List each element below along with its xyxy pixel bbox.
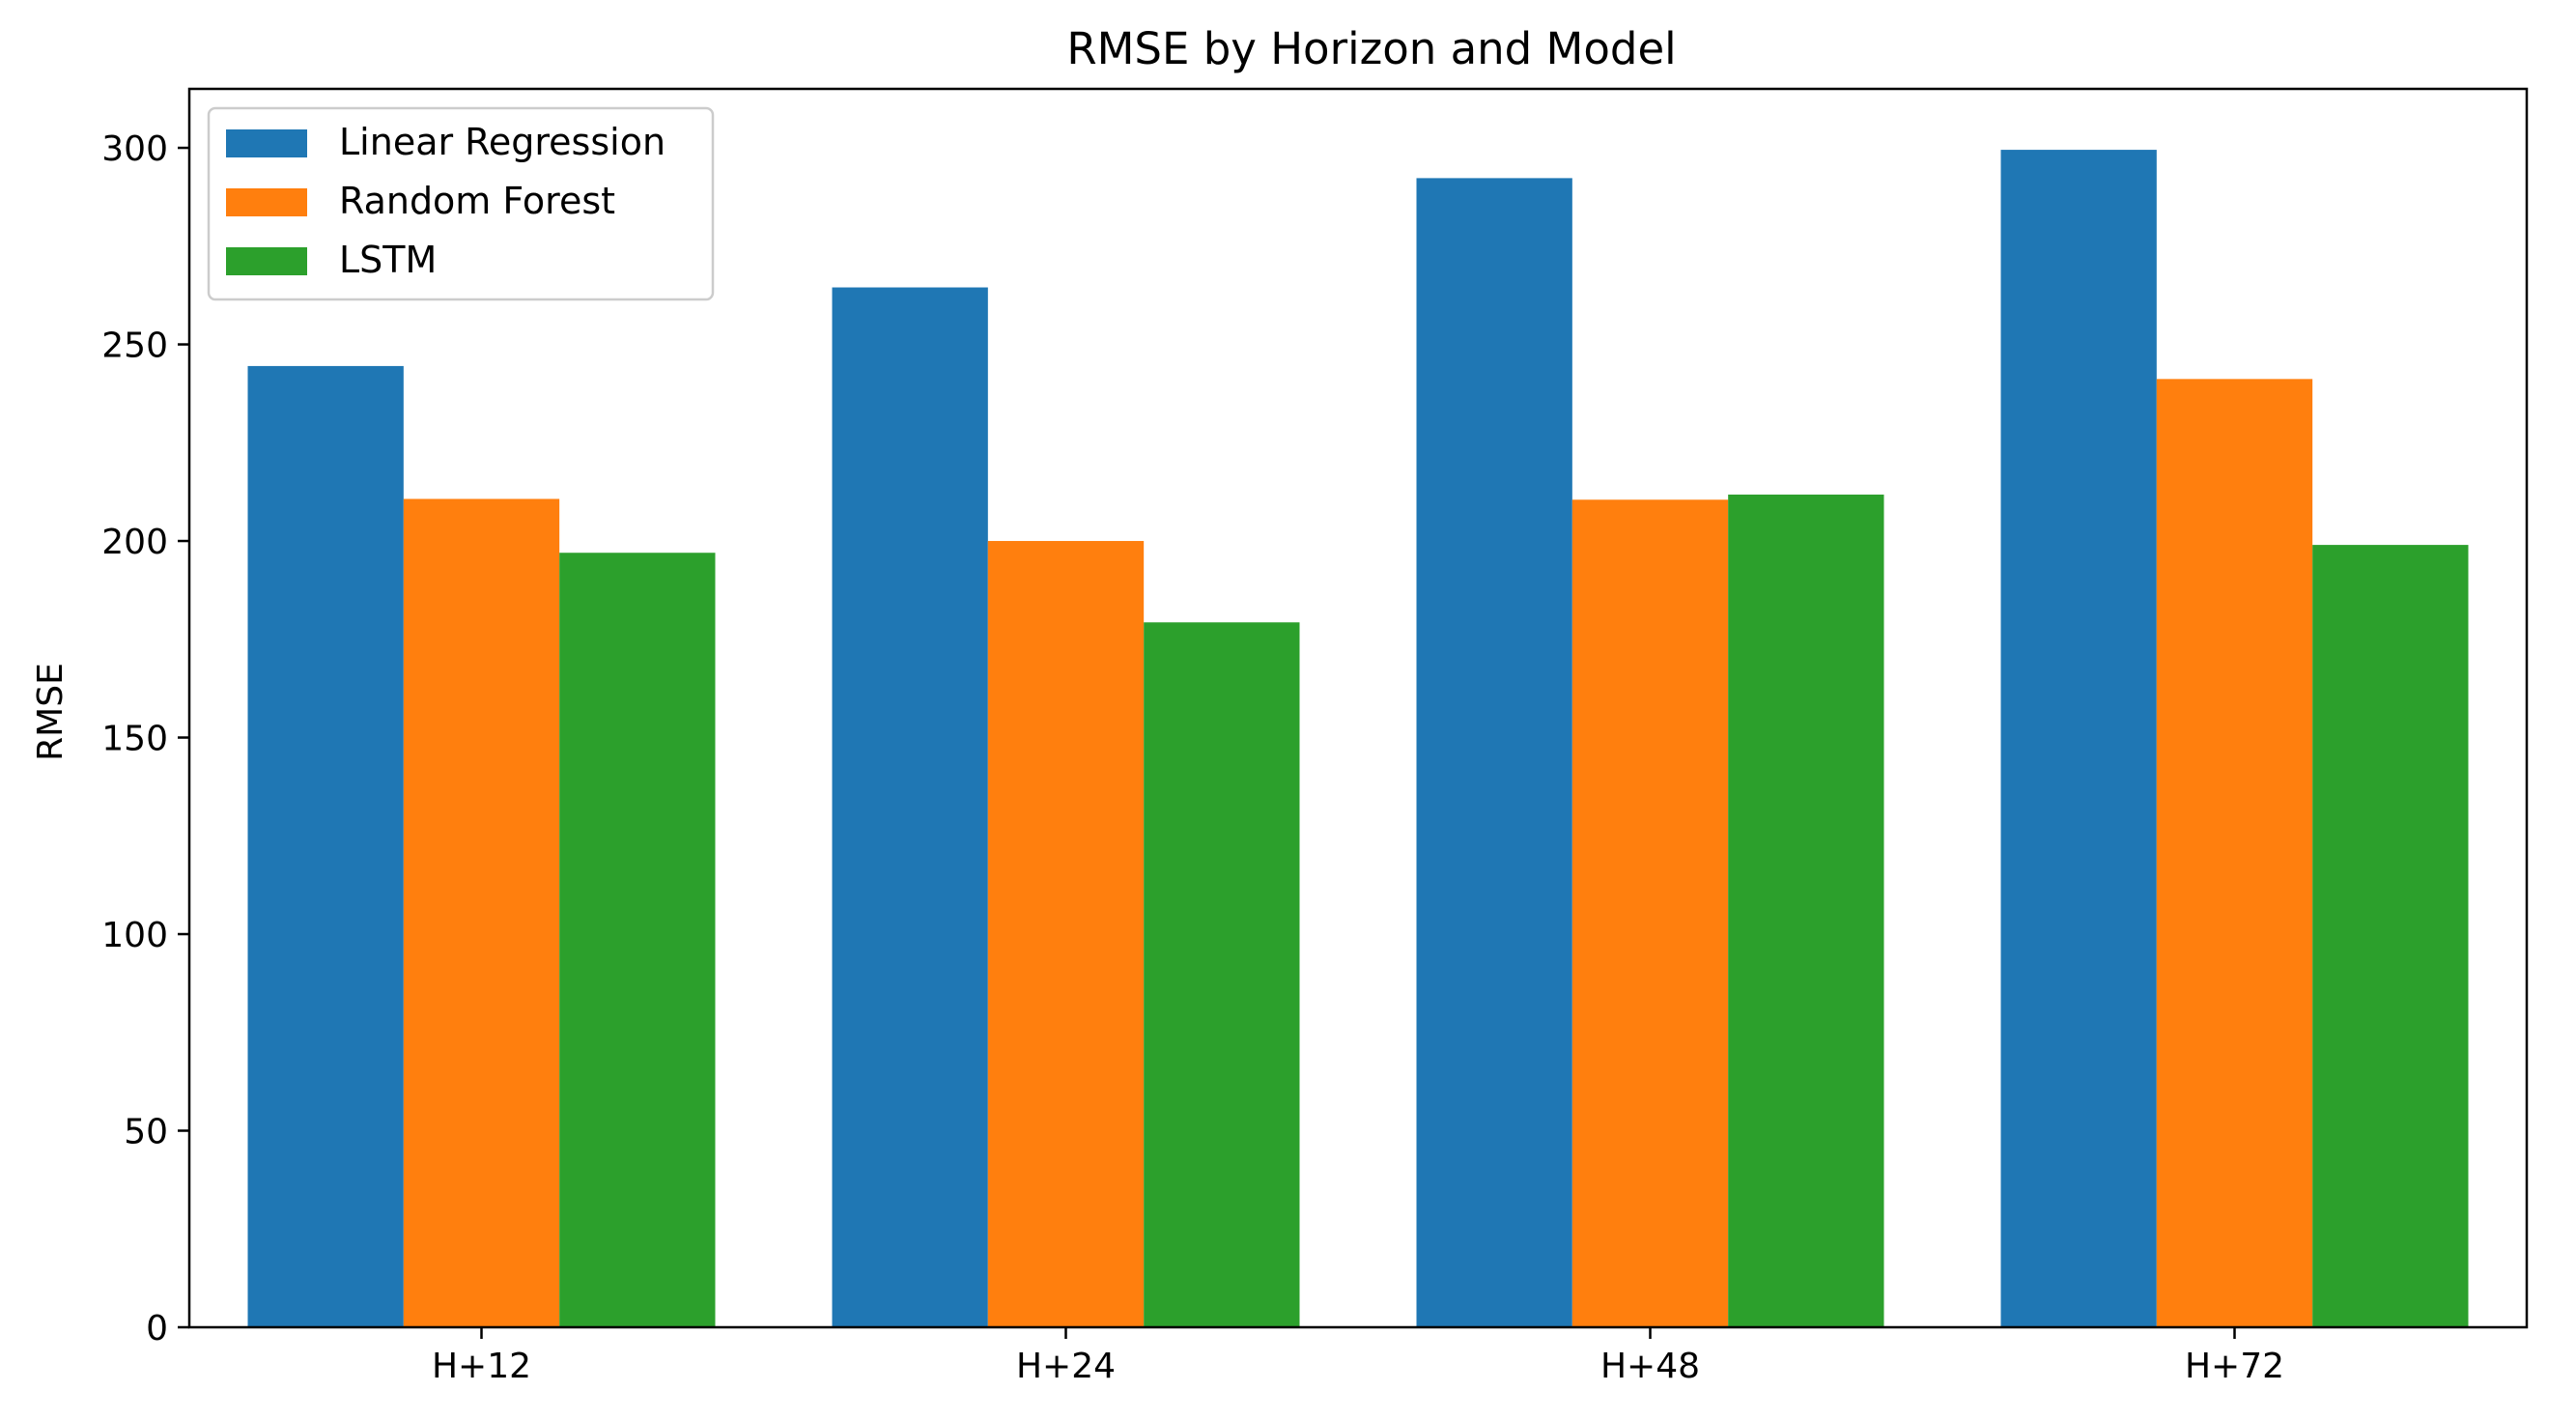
bar-series-2-category-1 <box>403 498 560 1327</box>
legend-swatch <box>226 247 307 275</box>
legend: Linear Regression Random Forest LSTM <box>207 106 715 301</box>
legend-label: LSTM <box>339 239 437 281</box>
legend-swatch <box>226 129 307 157</box>
y-tick-label: 0 <box>146 1309 168 1349</box>
bars-layer <box>247 150 2469 1328</box>
x-axis: H+12 H+24 H+48 H+72 <box>432 1327 2284 1386</box>
bar-series-1-category-2 <box>832 287 988 1327</box>
legend-label: Random Forest <box>339 180 615 222</box>
x-tick-label: H+48 <box>1600 1347 1700 1386</box>
y-axis: 0 50 100 150 200 250 300 <box>101 129 189 1349</box>
y-tick-label: 50 <box>124 1113 168 1152</box>
bar-series-3-category-1 <box>559 553 716 1327</box>
bar-series-3-category-2 <box>1144 622 1300 1327</box>
legend-label: Linear Regression <box>339 121 665 163</box>
bar-series-1-category-3 <box>1416 178 1572 1327</box>
chart-title: RMSE by Horizon and Model <box>1066 23 1676 74</box>
x-tick-label: H+72 <box>2185 1347 2284 1386</box>
bar-series-3-category-4 <box>2312 545 2469 1327</box>
y-tick-label: 300 <box>101 129 168 169</box>
bar-series-1-category-4 <box>2000 150 2157 1328</box>
y-axis-label: RMSE <box>31 663 71 761</box>
bar-series-3-category-3 <box>1728 495 1884 1327</box>
bar-series-2-category-4 <box>2156 379 2313 1328</box>
y-tick-label: 250 <box>101 327 168 366</box>
bar-series-2-category-2 <box>987 541 1145 1327</box>
plot-area-frame <box>187 87 2529 1329</box>
x-tick-label: H+24 <box>1016 1347 1116 1386</box>
y-tick-label: 100 <box>101 916 168 955</box>
bar-series-2-category-3 <box>1571 499 1729 1327</box>
y-tick-label: 200 <box>101 523 168 562</box>
x-tick-label: H+12 <box>432 1347 531 1386</box>
legend-swatch <box>226 188 307 216</box>
bar-series-1-category-1 <box>247 365 404 1327</box>
legend-box <box>207 106 715 301</box>
y-tick-label: 150 <box>101 720 168 759</box>
